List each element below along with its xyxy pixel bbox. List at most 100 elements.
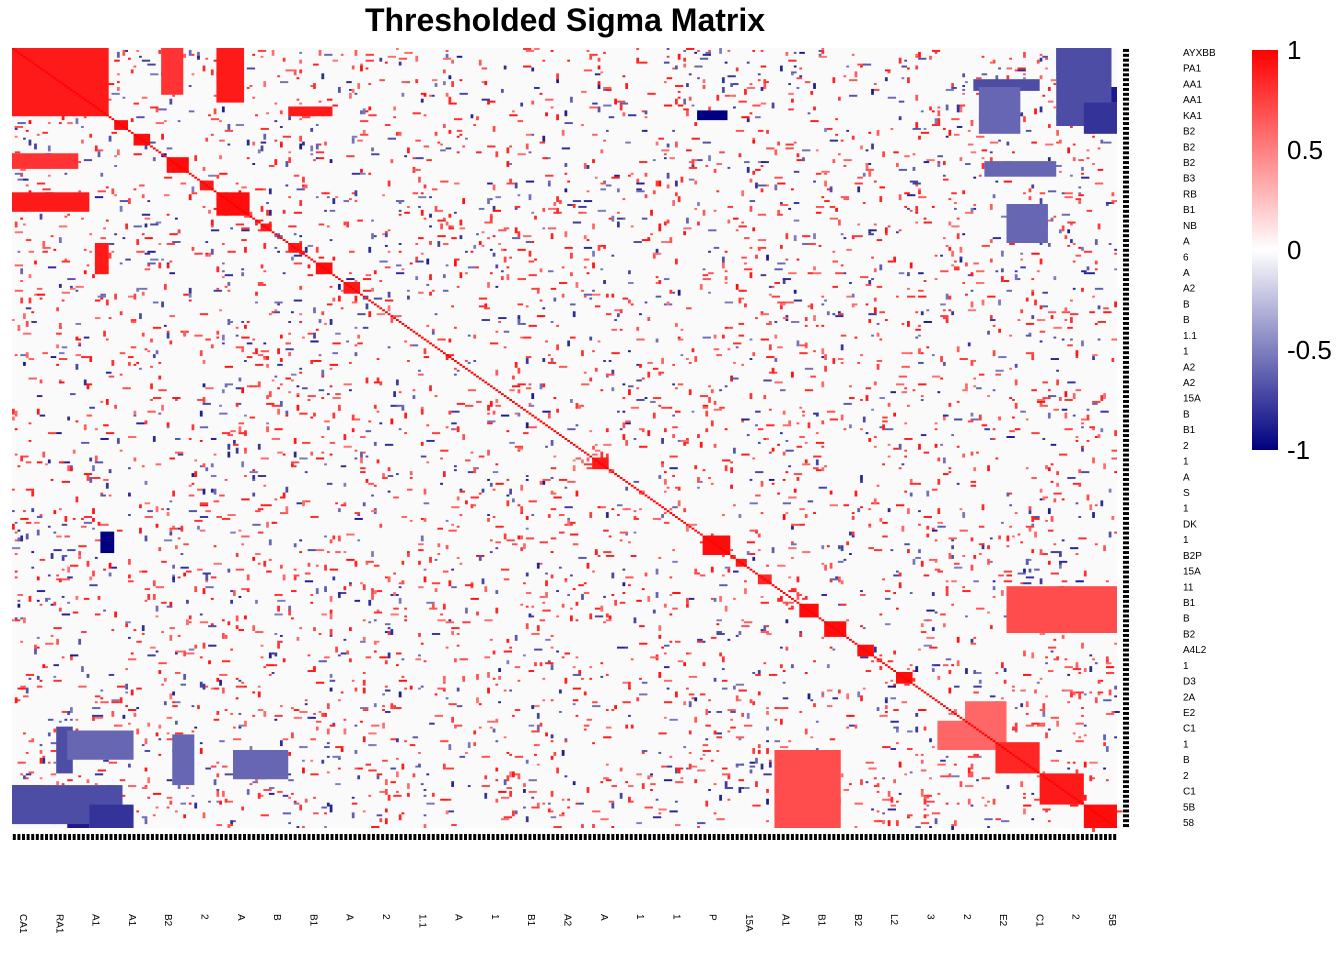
heatmap-cell: [1025, 558, 1032, 561]
heatmap-cell: [335, 196, 338, 199]
heatmap-cell: [401, 268, 405, 271]
heatmap-cell: [702, 85, 706, 89]
heatmap-cell: [144, 223, 148, 228]
heatmap-cell: [561, 266, 565, 269]
heatmap-cell: [1031, 516, 1035, 522]
heatmap-cell: [824, 172, 827, 175]
heatmap-cell: [520, 102, 524, 107]
heatmap-cell: [619, 428, 623, 431]
heatmap-cell: [868, 313, 877, 316]
heatmap-cell: [873, 307, 877, 314]
heatmap-cell: [547, 802, 551, 805]
heatmap-cell: [365, 295, 369, 298]
heatmap-cell: [738, 787, 742, 793]
heatmap-cell: [244, 246, 247, 253]
heatmap-cell: [965, 293, 968, 296]
heatmap-cell: [235, 124, 245, 126]
heatmap-cell: [255, 114, 258, 117]
heatmap-cell: [708, 711, 711, 713]
heatmap-cell: [873, 83, 877, 86]
heatmap-cell: [818, 53, 822, 56]
heatmap-cell: [675, 824, 681, 827]
heatmap-cell: [890, 748, 897, 750]
heatmap-cell: [605, 373, 615, 376]
heatmap-cell: [407, 147, 410, 154]
heatmap-cell: [884, 590, 891, 593]
heatmap-cell: [506, 779, 510, 782]
heatmap-cell: [821, 636, 825, 639]
heatmap-cell: [354, 92, 358, 95]
heatmap-cell: [484, 792, 488, 799]
heatmap-cell: [50, 603, 54, 606]
heatmap-cell: [1028, 196, 1032, 201]
heatmap-cell: [1103, 734, 1106, 741]
heatmap-cell: [210, 576, 217, 579]
heatmap-cell: [172, 576, 175, 581]
heatmap-cell: [235, 334, 239, 337]
heatmap-cell: [1047, 397, 1051, 399]
heatmap-cell: [680, 777, 684, 780]
heatmap-cell: [94, 317, 101, 320]
heatmap-cell: [727, 326, 734, 329]
heatmap-cell: [561, 656, 565, 659]
heatmap-cell: [583, 163, 587, 169]
heatmap-cell: [777, 182, 786, 185]
heatmap-cell: [155, 122, 164, 125]
heatmap-cell: [255, 219, 258, 226]
heatmap-cell: [158, 753, 162, 756]
heatmap-cell: [592, 223, 595, 230]
heatmap-cell: [426, 159, 432, 162]
heatmap-cell: [603, 180, 606, 183]
heatmap-cell: [429, 94, 432, 97]
heatmap-cell: [896, 295, 899, 298]
heatmap-cell: [788, 740, 792, 743]
heatmap-cell: [898, 272, 905, 275]
heatmap-cell: [735, 129, 745, 132]
heatmap-cell: [865, 149, 869, 152]
heatmap-cell: [1103, 463, 1106, 470]
heatmap-cell: [749, 358, 753, 360]
heatmap-cell: [288, 391, 292, 394]
heatmap-cell: [390, 703, 394, 710]
heatmap-cell: [291, 311, 294, 314]
heatmap-cell: [398, 586, 402, 589]
heatmap-cell: [713, 209, 717, 212]
heatmap-cell: [238, 679, 242, 682]
heatmap-cell: [503, 736, 507, 739]
heatmap-cell: [837, 689, 841, 694]
heatmap-cell: [611, 254, 615, 257]
heatmap-cell: [169, 233, 178, 236]
heatmap-cell: [860, 506, 863, 509]
heatmap-cell: [514, 227, 518, 234]
heatmap-cell: [517, 120, 524, 123]
heatmap-cell: [920, 110, 924, 113]
heatmap-cell: [959, 358, 968, 360]
heatmap-cell: [351, 192, 355, 195]
heatmap-cell: [625, 439, 629, 446]
heatmap-cell: [119, 697, 123, 704]
heatmap-cell: [454, 469, 457, 472]
heatmap-cell: [514, 445, 524, 448]
heatmap-cell: [454, 367, 457, 370]
heatmap-cell: [896, 820, 899, 827]
heatmap-cell: [393, 106, 396, 111]
heatmap-cell: [661, 149, 670, 152]
heatmap-cell: [887, 820, 891, 827]
heatmap-cell: [672, 67, 675, 70]
heatmap-cell: [241, 461, 245, 468]
heatmap-cell: [724, 301, 734, 304]
heatmap-cell: [832, 358, 836, 364]
heatmap-cell: [931, 527, 935, 530]
heatmap-cell: [213, 545, 217, 548]
heatmap-cell: [321, 311, 325, 316]
heatmap-cell: [1056, 482, 1059, 487]
heatmap-cell: [351, 301, 358, 304]
heatmap-cell: [721, 687, 728, 690]
heatmap-cell: [578, 670, 582, 674]
heatmap-cell: [291, 707, 294, 710]
heatmap-cell: [172, 701, 175, 704]
heatmap-cell: [929, 646, 938, 649]
heatmap-cell: [299, 313, 303, 316]
heatmap-cell: [879, 338, 883, 341]
heatmap-cell: [912, 127, 921, 130]
